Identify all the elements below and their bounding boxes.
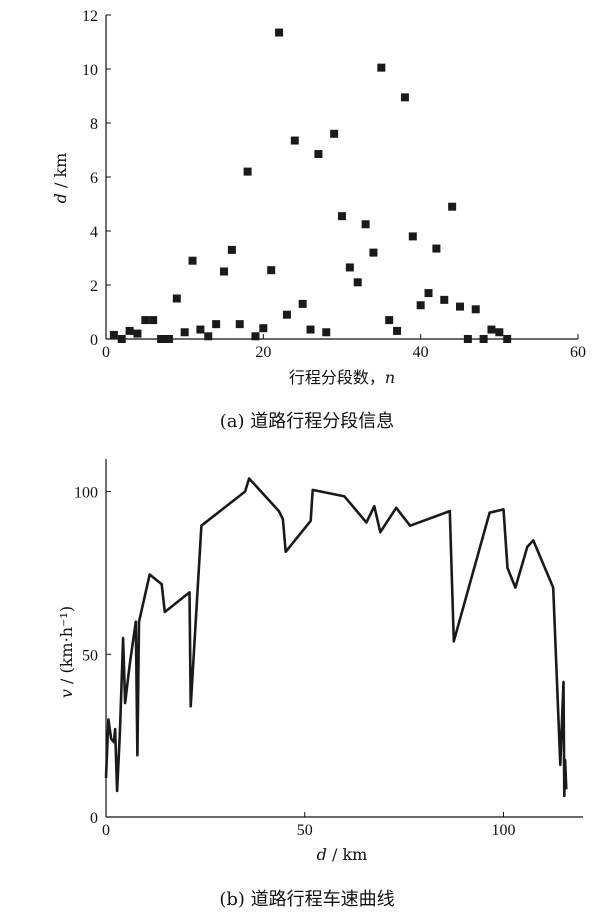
data-point xyxy=(479,335,488,343)
y-tick-label: 0 xyxy=(90,332,98,349)
data-point xyxy=(448,202,457,211)
data-point xyxy=(259,324,268,333)
y-tick-label: 0 xyxy=(90,810,98,827)
data-point xyxy=(267,266,276,275)
data-point xyxy=(172,294,181,303)
data-point xyxy=(338,212,346,221)
data-point xyxy=(196,325,205,334)
x-tick-label: 0 xyxy=(102,344,110,361)
data-point xyxy=(456,302,464,311)
y-ticks: 0 2 4 6 8 10 12 xyxy=(82,8,111,349)
x-axis-label: 行程分段数，n xyxy=(289,368,395,387)
data-point xyxy=(125,326,134,335)
data-point xyxy=(322,328,331,337)
data-point xyxy=(353,278,362,287)
data-point xyxy=(377,63,386,72)
line-chart-speed: 0 50 100 0 50 100 d / km v / (km·h⁻¹) (b) 道路… xyxy=(57,459,583,910)
data-point xyxy=(282,310,291,319)
data-point xyxy=(117,335,126,343)
speed-line xyxy=(104,477,568,798)
data-point xyxy=(369,248,378,257)
x-tick-label: 40 xyxy=(413,344,429,361)
data-point xyxy=(149,316,158,325)
data-point xyxy=(385,316,394,325)
data-point xyxy=(188,256,197,265)
data-point xyxy=(495,328,504,337)
data-point xyxy=(290,136,299,145)
data-point xyxy=(275,28,284,37)
data-point xyxy=(330,129,339,138)
data-point xyxy=(408,232,417,241)
data-point xyxy=(235,320,244,329)
axes xyxy=(105,459,583,818)
data-point xyxy=(432,244,441,253)
data-point xyxy=(440,295,449,304)
x-tick-label: 50 xyxy=(297,822,313,839)
data-point xyxy=(180,328,189,337)
y-axis-label: d / km xyxy=(51,153,70,204)
data-point xyxy=(298,299,307,308)
axes xyxy=(105,15,578,340)
y-tick-label: 6 xyxy=(90,170,98,187)
data-point xyxy=(503,335,512,343)
data-point xyxy=(314,150,323,159)
y-axis-label: v / (km·h⁻¹) xyxy=(57,606,76,698)
speed-series xyxy=(104,477,568,798)
x-tick-label: 100 xyxy=(492,822,516,839)
x-ticks: 0 20 40 60 xyxy=(102,334,586,361)
scatter-chart-segments: 0 2 4 6 8 10 12 0 20 40 60 行程分段数，n d / km (a) 道路行… xyxy=(51,8,586,432)
y-tick-label: 10 xyxy=(82,62,98,79)
data-point xyxy=(227,245,236,254)
y-tick-label: 12 xyxy=(82,8,98,25)
x-ticks: 0 50 100 xyxy=(102,812,516,839)
y-tick-label: 4 xyxy=(90,224,98,241)
data-point xyxy=(400,93,409,102)
chart-caption-a: (a) 道路行程分段信息 xyxy=(220,411,395,432)
data-point xyxy=(212,320,221,329)
data-point xyxy=(141,316,150,325)
data-point xyxy=(393,326,402,335)
chart-caption-b: (b) 道路行程车速曲线 xyxy=(219,889,394,910)
y-tick-label: 2 xyxy=(90,278,98,295)
data-point xyxy=(204,332,213,341)
data-point xyxy=(463,335,472,343)
y-tick-label: 8 xyxy=(90,116,98,133)
y-tick-label: 50 xyxy=(82,647,98,664)
data-point xyxy=(251,332,260,341)
data-point xyxy=(133,329,142,338)
scatter-points xyxy=(109,28,512,343)
x-tick-label: 0 xyxy=(102,822,110,839)
data-point xyxy=(243,167,252,176)
data-point xyxy=(345,263,354,272)
data-point xyxy=(306,325,315,334)
data-point xyxy=(109,330,118,339)
data-point xyxy=(361,220,370,229)
x-axis-label: d / km xyxy=(317,845,368,864)
data-point xyxy=(164,335,173,343)
x-tick-label: 20 xyxy=(255,344,271,361)
data-point xyxy=(220,267,228,276)
data-point xyxy=(487,325,496,334)
y-ticks: 0 50 100 xyxy=(74,485,111,827)
data-point xyxy=(157,335,166,343)
x-tick-label: 60 xyxy=(570,344,586,361)
data-point xyxy=(471,305,480,314)
data-point xyxy=(416,301,425,310)
data-point xyxy=(424,289,433,298)
y-tick-label: 100 xyxy=(74,485,98,502)
